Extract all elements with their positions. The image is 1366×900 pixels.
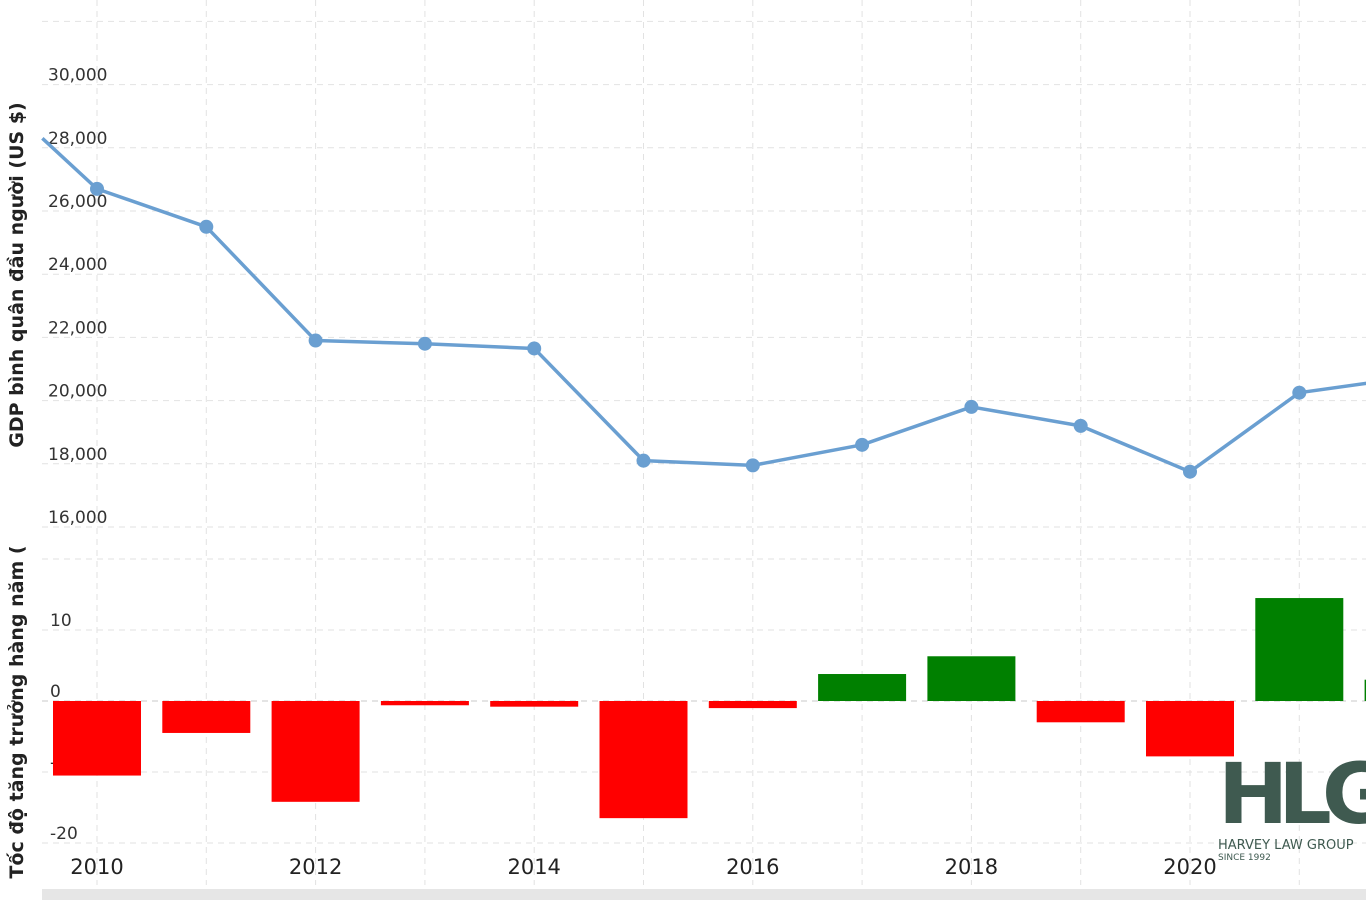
x-tick-label: 2018	[945, 855, 998, 879]
growth-y-axis-label: Tốc độ tăng trưởng hàng năm (	[5, 545, 28, 878]
gdp-series-line	[41, 137, 1366, 474]
growth-y-tick-label: 10	[50, 611, 72, 631]
growth-bar-2011	[162, 701, 251, 733]
gdp-point-2011	[199, 219, 214, 234]
logo-since: SINCE 1992	[1218, 853, 1271, 862]
gdp-point-2018	[964, 399, 979, 414]
growth-y-tick-label: -20	[50, 824, 78, 844]
growth-y-tick-label: 0	[50, 682, 61, 702]
gdp-line-plot	[41, 137, 1366, 479]
growth-bar-2017	[818, 674, 907, 701]
hlg-logo: HLG HARVEY LAW GROUP SINCE 1992	[1218, 752, 1366, 862]
gdp-y-tick-label: 30,000	[48, 66, 107, 86]
growth-bar-2016	[708, 701, 797, 709]
gdp-y-tick-label: 22,000	[48, 318, 107, 338]
growth-bar-2019	[1036, 701, 1125, 723]
x-tick-label: 2016	[726, 855, 779, 879]
x-tick-label: 2012	[289, 855, 342, 879]
x-tick-label: 2020	[1163, 855, 1216, 879]
growth-bar-2021	[1255, 598, 1344, 701]
gdp-point-2012	[308, 333, 323, 348]
growth-bar-2015	[599, 701, 688, 819]
horizontal-scrollbar[interactable]	[42, 889, 1366, 900]
gdp-point-2020	[1183, 464, 1197, 479]
gdp-y-axis: 16,000 18,000 20,000 22,000 24,000 26,000 28,0…	[48, 66, 107, 528]
growth-bar-2022	[1364, 679, 1366, 701]
growth-bar-plot	[53, 598, 1366, 819]
x-tick-label: 2014	[507, 855, 560, 879]
growth-bar-2012	[271, 701, 360, 802]
logo-mark: HLG	[1218, 752, 1366, 843]
gdp-y-tick-label: 18,000	[48, 445, 107, 465]
logo-name: HARVEY LAW GROUP	[1218, 838, 1354, 853]
gdp-y-tick-label: 24,000	[48, 255, 107, 275]
gdp-point-2016	[745, 458, 760, 473]
gdp-point-2010	[90, 181, 104, 196]
gdp-y-tick-label: 28,000	[48, 129, 107, 149]
gdp-point-2021	[1292, 385, 1307, 400]
growth-bar-2010	[53, 701, 141, 776]
gdp-point-2014	[527, 341, 542, 356]
gdp-point-2013	[417, 336, 432, 351]
gdp-y-tick-label: 26,000	[48, 192, 107, 212]
growth-bar-2018	[927, 656, 1016, 701]
gdp-point-2019	[1073, 418, 1088, 433]
gdp-y-tick-label: 16,000	[48, 508, 107, 528]
gdp-point-2015	[636, 453, 651, 468]
gdp-point-2017	[855, 437, 870, 452]
growth-bar-2020	[1146, 701, 1234, 757]
gdp-y-tick-label: 20,000	[48, 382, 107, 402]
x-tick-label: 2010	[70, 855, 123, 879]
growth-bar-2013	[380, 701, 469, 706]
x-axis: 2010 2012 2014 2016 2018 2020	[70, 855, 1216, 879]
gdp-y-axis-label: GDP bình quân đầu người (US $)	[5, 102, 28, 448]
growth-bar-2014	[490, 701, 579, 707]
